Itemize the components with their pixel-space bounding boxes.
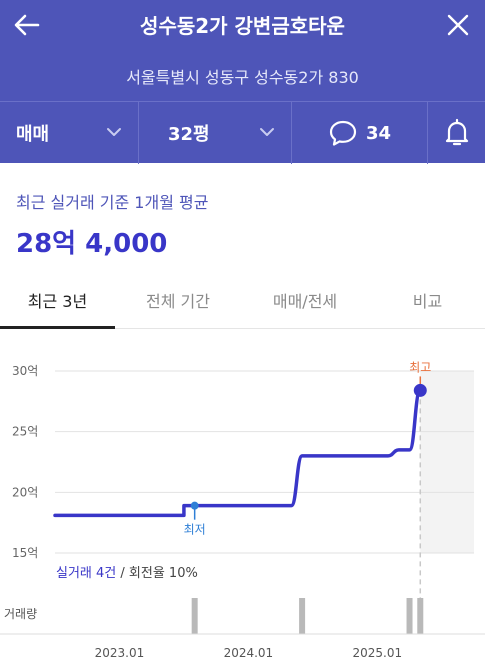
volume-bar (406, 598, 413, 634)
filter-bar: 매매 32평 34 (0, 101, 485, 164)
price-chart[interactable]: 30억 25억 20억 15억 최저 최고 2023.01 2024.01 2025.01 (0, 330, 485, 664)
min-point (190, 501, 199, 510)
tab-compare[interactable]: 비교 (412, 291, 443, 311)
y-tick-label: 25억 (12, 425, 38, 439)
trade-info-separator: / (116, 566, 129, 581)
tab-sale-jeonse[interactable]: 매매/전세 (272, 291, 338, 311)
period-tabs: 최근 3년 전체 기간 매매/전세 비교 (0, 270, 485, 329)
bell-icon (445, 118, 468, 146)
speech-bubble-icon (329, 120, 357, 146)
alarm-button[interactable] (428, 102, 485, 164)
volume-bar (417, 598, 424, 634)
trade-type-dropdown[interactable]: 매매 (0, 102, 139, 164)
app-header: 성수동2가 강변금호타운 서울특별시 성동구 성수동2가 830 매매 32평 … (0, 0, 485, 164)
future-shaded-region (420, 371, 474, 553)
y-tick-label: 15억 (12, 546, 38, 560)
average-price-label: 최근 실거래 기준 1개월 평균 (16, 193, 209, 212)
size-value: 32평 (168, 124, 210, 145)
chevron-down-icon (107, 128, 121, 136)
price-line (53, 388, 423, 518)
max-label: 최고 (409, 360, 431, 374)
size-dropdown[interactable]: 32평 (139, 102, 292, 164)
average-price-value: 28억 4,000 (16, 229, 168, 259)
page-title: 성수동2가 강변금호타운 (140, 14, 345, 38)
max-point (413, 383, 427, 397)
close-button[interactable] (441, 8, 475, 42)
comments-button[interactable]: 34 (292, 102, 428, 164)
arrow-left-icon (14, 14, 40, 36)
x-tick-label: 2024.01 (224, 646, 274, 660)
back-button[interactable] (10, 8, 44, 42)
comment-count: 34 (365, 122, 392, 144)
close-icon (447, 14, 469, 36)
trade-count: 실거래 4건 (56, 566, 117, 581)
address-text: 서울특별시 성동구 성수동2가 830 (126, 68, 359, 87)
chevron-down-icon (260, 128, 274, 136)
tab-all-period[interactable]: 전체 기간 (146, 291, 210, 311)
tab-recent-3-years[interactable]: 최근 3년 (27, 291, 88, 311)
turnover-rate: 회전율 10% (128, 566, 198, 581)
trade-info: 실거래 4건 / 회전율 10% (56, 562, 198, 581)
volume-label: 거래량 (4, 607, 38, 621)
min-label: 최저 (184, 523, 206, 537)
active-tab-indicator (0, 326, 115, 329)
y-tick-label: 30억 (12, 364, 38, 378)
y-tick-label: 20억 (12, 485, 38, 499)
volume-bar (191, 598, 198, 634)
trade-type-value: 매매 (16, 124, 50, 145)
volume-bar (299, 598, 306, 634)
x-tick-label: 2023.01 (95, 646, 145, 660)
x-tick-label: 2025.01 (352, 646, 402, 660)
